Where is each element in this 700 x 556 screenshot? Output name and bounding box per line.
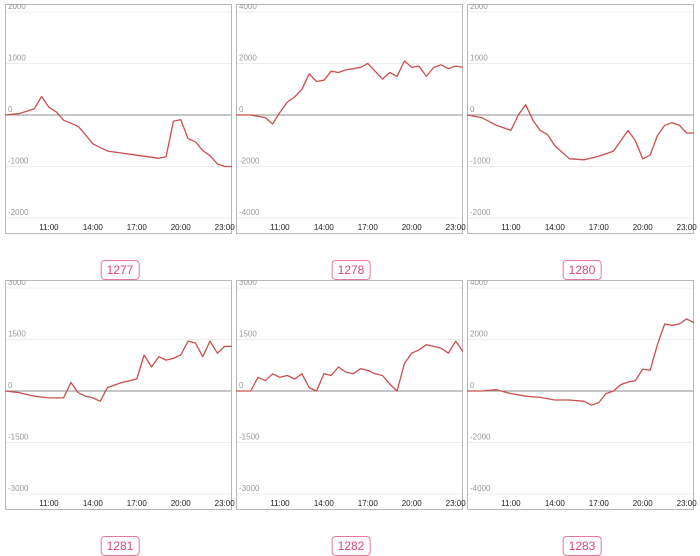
x-tick-label: 17:00: [589, 499, 610, 508]
y-tick-label: 1000: [470, 54, 488, 63]
series-line: [467, 104, 694, 161]
plot-frame: [236, 280, 463, 510]
x-tick-label: 17:00: [127, 499, 148, 508]
line-chart: 3000 1500 0 -1500 -3000 11:00 14:00 17:00 20:00 2…: [236, 280, 466, 510]
plot-frame: [236, 4, 463, 234]
plot-frame: [5, 280, 232, 510]
y-tick-label: -2000: [470, 208, 491, 217]
y-tick-label: 2000: [8, 4, 26, 11]
series-line: [467, 318, 695, 406]
y-tick-label: 2000: [470, 330, 488, 339]
y-tick-label: -1500: [239, 433, 260, 442]
line-chart: 4000 2000 0 -2000 -4000 11:00 14:00 17:00 20:00 2…: [236, 4, 466, 234]
y-tick-label: -4000: [470, 484, 491, 493]
x-tick-label: 17:00: [589, 223, 610, 232]
series-line: [236, 60, 464, 125]
y-tick-label: -2000: [239, 157, 260, 166]
y-tick-label: -2000: [470, 433, 491, 442]
y-tick-label: 0: [470, 381, 475, 390]
chart-panel-1282: 3000 1500 0 -1500 -3000 11:00 14:00 17:00 20:00 2…: [236, 280, 466, 556]
x-tick-label: 14:00: [314, 223, 335, 232]
chart-label-badge[interactable]: 1281: [100, 536, 140, 556]
x-tick-label: 20:00: [171, 223, 192, 232]
x-tick-label: 11:00: [270, 223, 290, 232]
line-chart: 3000 1500 0 -1500 -3000 11:00 14:00 17:00 20:00 2…: [5, 280, 235, 510]
chart-label-badge[interactable]: 1278: [331, 260, 371, 280]
plot-frame: [467, 4, 694, 234]
line-chart: 2000 1000 0 -1000 -2000 11:00 14:00 17:00 20:00 2…: [5, 4, 235, 234]
y-tick-label: 0: [8, 105, 13, 114]
y-tick-label: -3000: [8, 484, 29, 493]
x-tick-label: 20:00: [633, 223, 654, 232]
x-tick-label: 17:00: [358, 499, 379, 508]
y-tick-label: 0: [470, 105, 475, 114]
plot-frame: [5, 4, 232, 234]
chart-label-badge[interactable]: 1283: [562, 536, 602, 556]
chart-label-badge[interactable]: 1277: [100, 260, 140, 280]
chart-panel-1280: 2000 1000 0 -1000 -2000 11:00 14:00 17:00 20:00 2…: [467, 4, 697, 280]
y-tick-label: 3000: [8, 280, 26, 287]
x-tick-label: 23:00: [215, 223, 235, 232]
y-tick-label: -1500: [8, 433, 29, 442]
y-tick-label: 2000: [239, 54, 257, 63]
y-tick-label: -4000: [239, 208, 260, 217]
x-tick-label: 17:00: [358, 223, 379, 232]
x-tick-label: 20:00: [171, 499, 192, 508]
line-chart: 2000 1000 0 -1000 -2000 11:00 14:00 17:00 20:00 2…: [467, 4, 697, 234]
chart-panel-1281: 3000 1500 0 -1500 -3000 11:00 14:00 17:00 20:00 2…: [5, 280, 235, 556]
x-tick-label: 17:00: [127, 223, 148, 232]
plot-frame: [467, 280, 694, 510]
x-tick-label: 11:00: [39, 499, 59, 508]
x-tick-label: 23:00: [446, 499, 466, 508]
x-tick-label: 11:00: [270, 499, 290, 508]
x-tick-label: 20:00: [633, 499, 654, 508]
y-tick-label: 1500: [8, 330, 26, 339]
y-tick-label: -1000: [8, 157, 29, 166]
y-tick-label: 1500: [239, 330, 257, 339]
series-line: [5, 340, 232, 402]
x-tick-label: 14:00: [545, 223, 566, 232]
x-tick-label: 11:00: [501, 499, 521, 508]
x-tick-label: 14:00: [83, 223, 104, 232]
line-chart: 4000 2000 0 -2000 -4000 11:00 14:00 17:00 20:00 2…: [467, 280, 697, 510]
y-tick-label: 0: [8, 381, 13, 390]
y-tick-label: 1000: [8, 54, 26, 63]
chart-label-badge[interactable]: 1280: [562, 260, 602, 280]
x-tick-label: 14:00: [314, 499, 335, 508]
chart-panel-1278: 4000 2000 0 -2000 -4000 11:00 14:00 17:00 20:00 2…: [236, 4, 466, 280]
x-tick-label: 20:00: [402, 499, 423, 508]
series-line: [5, 95, 232, 168]
x-tick-label: 23:00: [677, 223, 697, 232]
x-tick-label: 23:00: [677, 499, 697, 508]
x-tick-label: 23:00: [215, 499, 235, 508]
y-tick-label: 4000: [239, 4, 257, 11]
x-tick-label: 23:00: [446, 223, 466, 232]
y-tick-label: 4000: [470, 280, 488, 287]
x-tick-label: 14:00: [545, 499, 566, 508]
chart-panel-1283: 4000 2000 0 -2000 -4000 11:00 14:00 17:00 20:00 2…: [467, 280, 697, 556]
y-tick-label: -1000: [470, 157, 491, 166]
y-tick-label: -3000: [239, 484, 260, 493]
x-tick-label: 11:00: [39, 223, 59, 232]
y-tick-label: 0: [239, 381, 244, 390]
chart-panel-1277: 2000 1000 0 -1000 -2000 11:00 14:00 17:00 20:00 2…: [5, 4, 235, 280]
y-tick-label: 2000: [470, 4, 488, 11]
series-line: [236, 340, 464, 392]
y-tick-label: 3000: [239, 280, 257, 287]
x-tick-label: 14:00: [83, 499, 104, 508]
y-tick-label: 0: [239, 105, 244, 114]
x-tick-label: 20:00: [402, 223, 423, 232]
x-tick-label: 11:00: [501, 223, 521, 232]
y-tick-label: -2000: [8, 208, 29, 217]
chart-label-badge[interactable]: 1282: [331, 536, 371, 556]
